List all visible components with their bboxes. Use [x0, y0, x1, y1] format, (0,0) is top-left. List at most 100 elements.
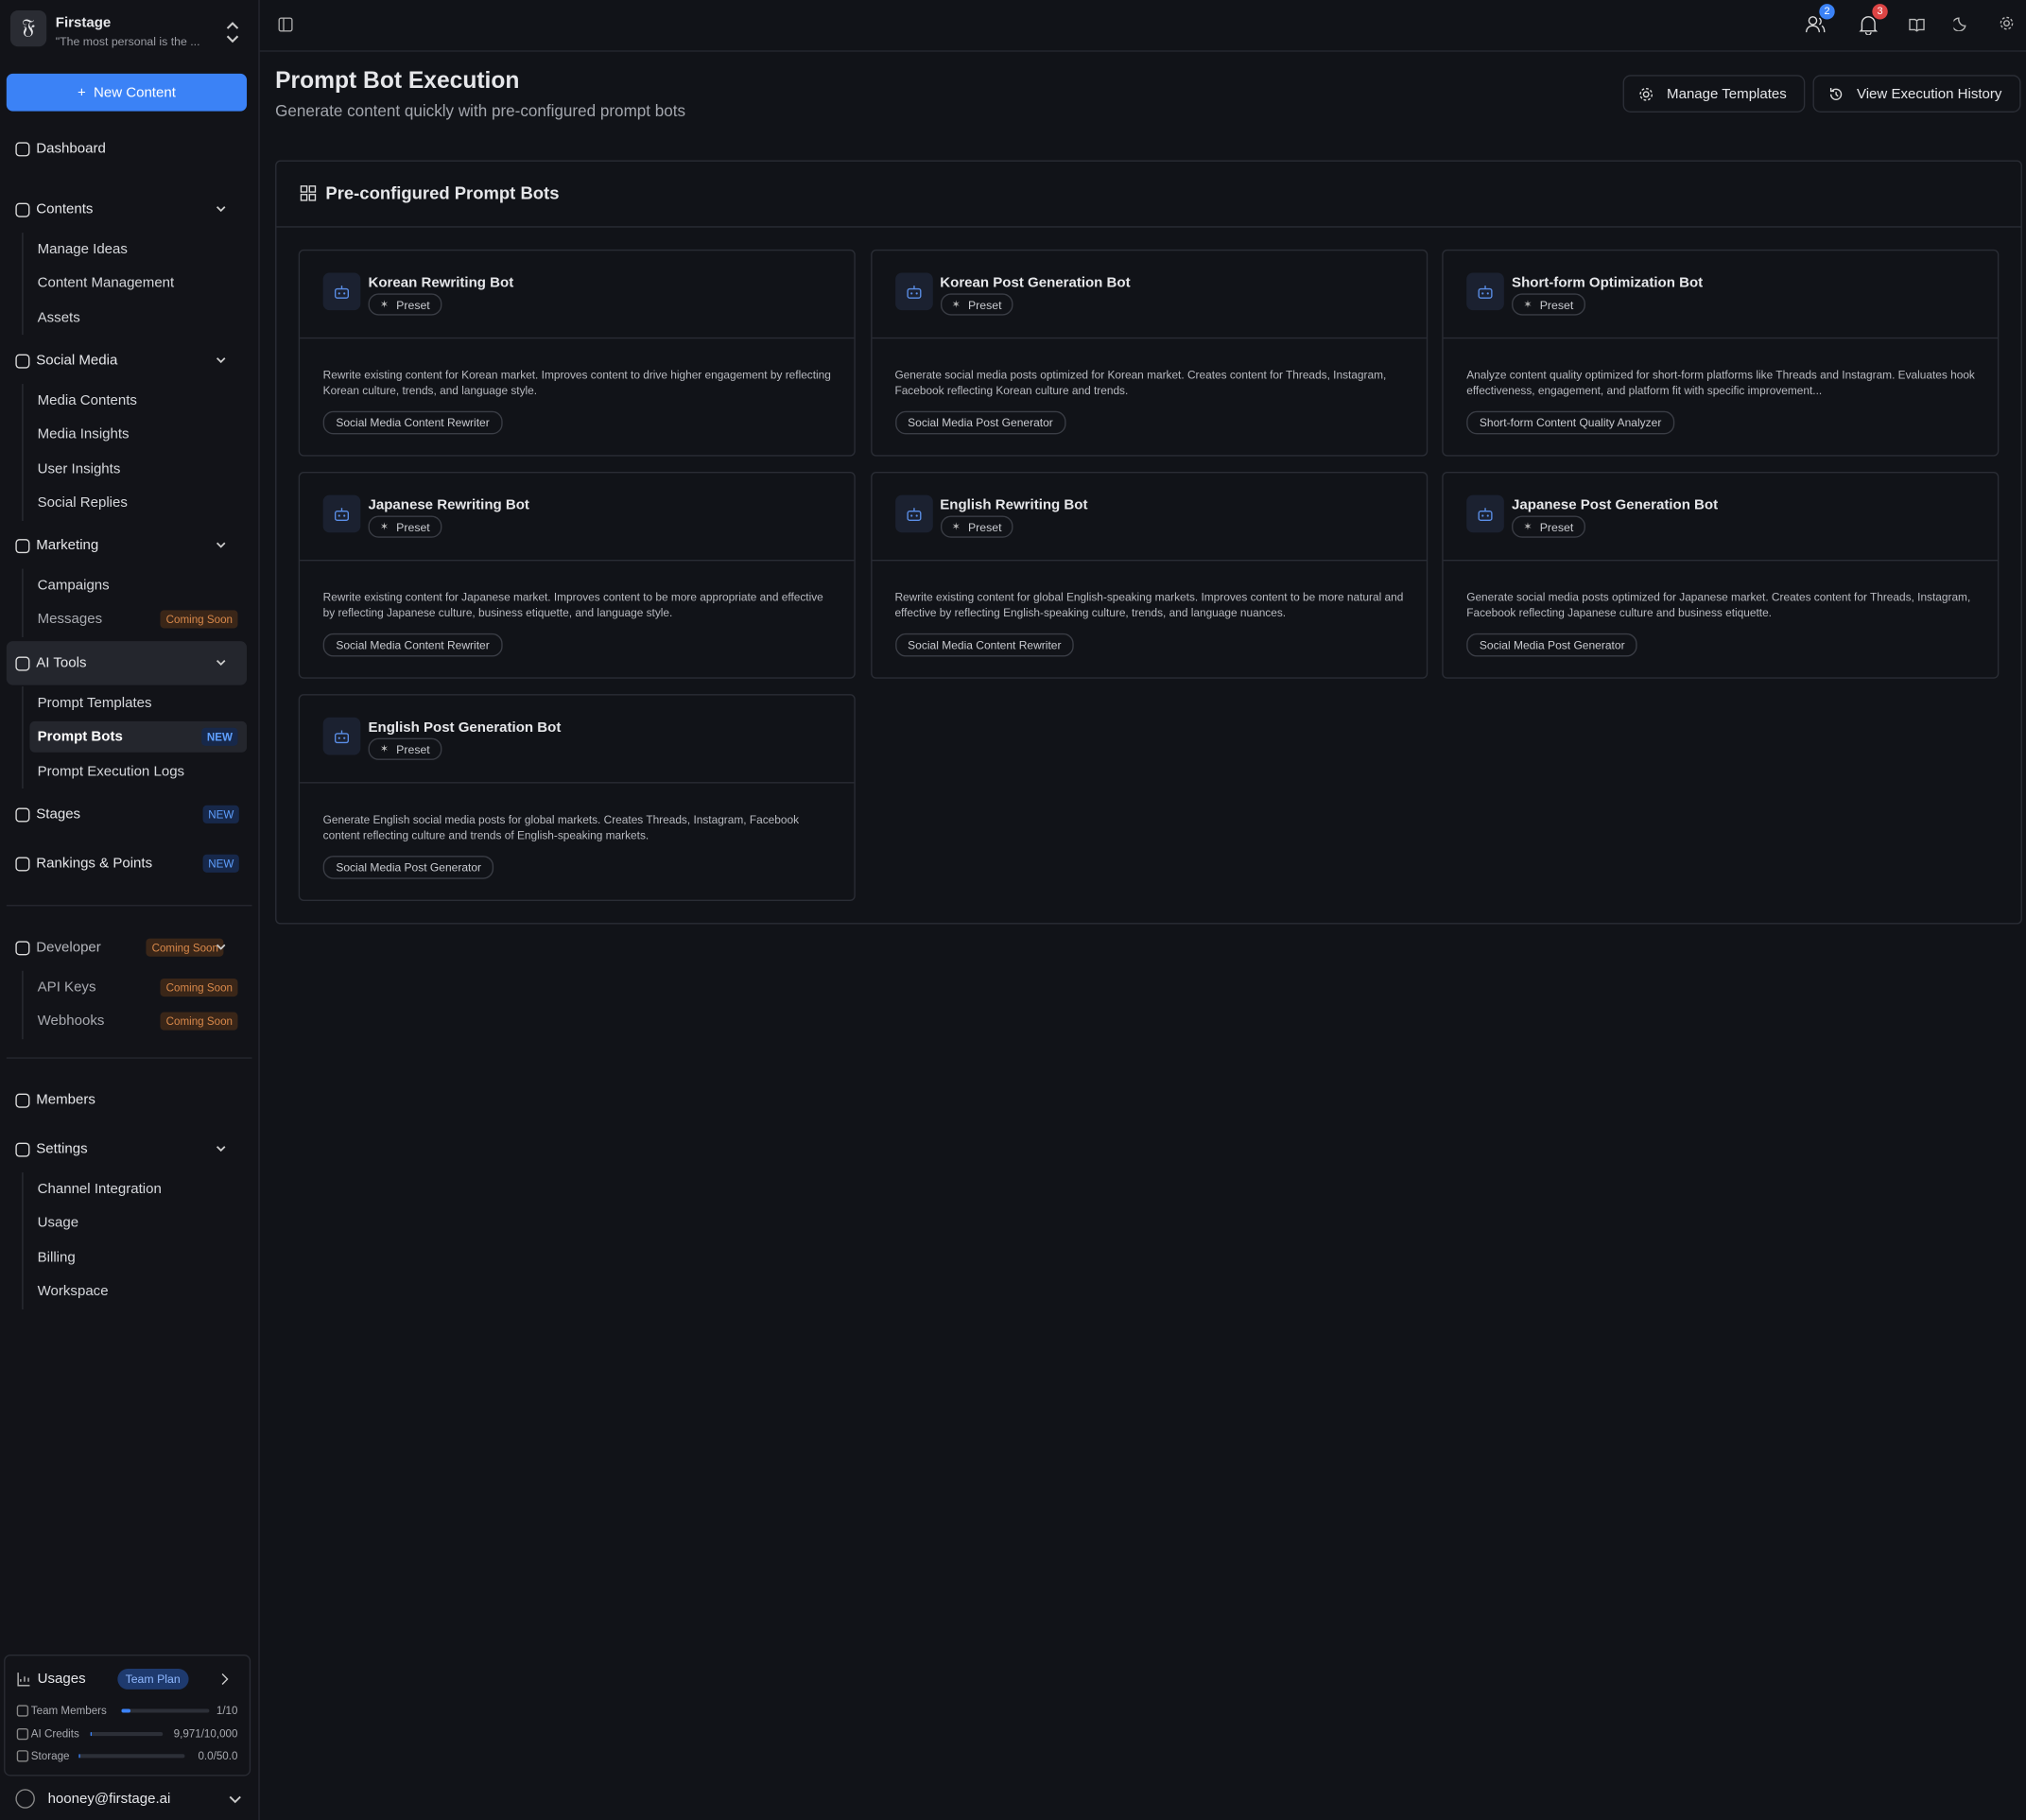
nav-label: Settings [36, 1141, 88, 1157]
nav-label: Media Contents [37, 392, 137, 409]
nav-item[interactable]: Settings [7, 1127, 247, 1170]
bot-tag: ✶ Preset [1512, 515, 1585, 538]
tag-label: Preset [967, 298, 1002, 311]
bot-tag: ✶ Preset [940, 293, 1013, 316]
new-content-button[interactable]: + New Content [6, 73, 248, 112]
nav-subitem[interactable]: Media Contents [29, 385, 247, 416]
bot-card[interactable]: English Post Generation Bot ✶ Preset Genera… [298, 694, 856, 901]
notifications-badge: 3 [1872, 4, 1888, 20]
bot-name: English Rewriting Bot [940, 497, 1088, 513]
execution-history-button[interactable]: View Execution History [1812, 75, 2021, 113]
bot-description: Rewrite existing content for global Engl… [894, 590, 1404, 619]
nav-label: Prompt Templates [37, 695, 152, 711]
usage-fill [90, 1731, 93, 1736]
grid-icon [300, 185, 317, 201]
bot-card[interactable]: Japanese Post Generation Bot ✶ Preset Gener… [1442, 472, 2000, 679]
nav-label: Prompt Bots [37, 729, 123, 746]
topbar: 2 3 [259, 0, 2026, 52]
bot-card[interactable]: Korean Post Generation Bot ✶ Preset Generat… [870, 249, 1428, 457]
nav-label: Social Media [36, 353, 118, 369]
chevron[interactable] [216, 205, 226, 213]
nav-subitem[interactable]: Prompt Bots NEW [29, 721, 248, 754]
nav-icon [15, 940, 30, 955]
nav-subitem[interactable]: Workspace [29, 1276, 247, 1308]
nav-subitem[interactable]: Usage [29, 1207, 247, 1239]
nav-subitem[interactable]: Prompt Templates [29, 687, 247, 719]
bot-category: Social Media Content Rewriter [322, 633, 503, 657]
nav-icon [15, 1092, 30, 1108]
nav-subitem[interactable]: Content Management [29, 269, 247, 300]
tag-label: Preset [396, 298, 430, 311]
nav-label: User Insights [37, 460, 121, 477]
nav-subitem[interactable]: Campaigns [29, 570, 247, 601]
usage-value: 1/10 [216, 1703, 238, 1717]
nav-item[interactable]: Contents [7, 187, 247, 231]
theme-icon[interactable] [1953, 15, 1968, 31]
chevron[interactable] [216, 1145, 226, 1153]
usage-expand[interactable] [219, 1673, 230, 1686]
nav-subitem[interactable]: Media Insights [29, 420, 247, 451]
usage-fill [121, 1708, 131, 1713]
user-avatar [15, 1789, 35, 1809]
nav-item[interactable]: Marketing [7, 524, 247, 567]
nav-guide [22, 685, 24, 789]
nav-item[interactable]: Social Media [7, 338, 247, 382]
nav-item[interactable]: Developer Coming Soon [7, 926, 247, 969]
nav-label: Members [36, 1092, 95, 1108]
nav-subitem[interactable]: Channel Integration [29, 1173, 247, 1205]
nav-icon [15, 538, 30, 553]
nav-subitem[interactable]: Webhooks Coming Soon [29, 1006, 247, 1037]
nav-label: Prompt Execution Logs [37, 763, 185, 780]
bot-description: Generate English social media posts for … [322, 812, 800, 841]
tag-label: Preset [396, 520, 430, 533]
nav-label: Social Replies [37, 494, 128, 511]
usage-label: Storage [30, 1748, 70, 1762]
sidebar-toggle[interactable] [278, 17, 293, 32]
chevron[interactable] [216, 542, 226, 549]
bot-card[interactable]: English Rewriting Bot ✶ Preset Rewrite exis… [870, 472, 1428, 679]
bot-card[interactable]: Short-form Optimization Bot ✶ Preset Analyz… [1442, 249, 2000, 457]
bot-tag: ✶ Preset [940, 515, 1013, 538]
nav-subitem[interactable]: Prompt Execution Logs [29, 756, 247, 788]
workspace-tagline: "The most personal is the ... [55, 34, 200, 48]
nav-label: Marketing [36, 537, 99, 554]
nav-subitem[interactable]: Messages Coming Soon [29, 604, 247, 635]
settings-icon[interactable] [1999, 15, 2014, 30]
notifications-icon[interactable] [1858, 14, 1879, 35]
nav-subitem[interactable]: User Insights [29, 454, 247, 485]
chevron[interactable] [216, 659, 226, 667]
user-menu[interactable] [229, 1794, 242, 1805]
chevron[interactable] [216, 944, 226, 951]
bot-card[interactable]: Japanese Rewriting Bot ✶ Preset Rewrite exi… [298, 472, 856, 679]
nav-item[interactable]: Stages NEW [7, 792, 247, 836]
usage-bar [90, 1731, 164, 1736]
nav-item[interactable]: Members [7, 1078, 247, 1121]
tag-label: Preset [1539, 298, 1574, 311]
bot-icon [894, 272, 933, 311]
members-icon[interactable] [1805, 14, 1826, 35]
nav-label: Campaigns [37, 578, 110, 594]
nav-badge: Coming Soon [161, 978, 238, 997]
nav-subitem[interactable]: Manage Ideas [29, 234, 247, 265]
nav-subitem[interactable]: Social Replies [29, 488, 247, 519]
docs-icon[interactable] [1909, 17, 1926, 32]
nav-subitem[interactable]: Billing [29, 1242, 247, 1274]
nav-label: Manage Ideas [37, 241, 128, 258]
nav-guide [22, 568, 24, 637]
nav-item[interactable]: AI Tools [6, 641, 248, 685]
bot-tag: ✶ Preset [368, 737, 442, 760]
members-badge: 2 [1819, 4, 1835, 20]
robot-icon [906, 285, 921, 299]
nav-guide [22, 1172, 24, 1309]
workspace-switch[interactable] [223, 21, 241, 44]
bot-card[interactable]: Korean Rewriting Bot ✶ Preset Rewrite exist… [298, 249, 856, 457]
nav-separator [6, 905, 252, 907]
bot-icon [1466, 272, 1504, 311]
nav-item[interactable]: Rankings & Points NEW [7, 841, 247, 885]
manage-templates-button[interactable]: Manage Templates [1622, 75, 1806, 113]
nav-subitem[interactable]: Assets [29, 303, 247, 334]
chevron[interactable] [216, 356, 226, 364]
nav-subitem[interactable]: API Keys Coming Soon [29, 972, 247, 1003]
workspace-logo: 𝔉 [9, 9, 47, 47]
nav-item[interactable]: Dashboard [7, 127, 247, 170]
